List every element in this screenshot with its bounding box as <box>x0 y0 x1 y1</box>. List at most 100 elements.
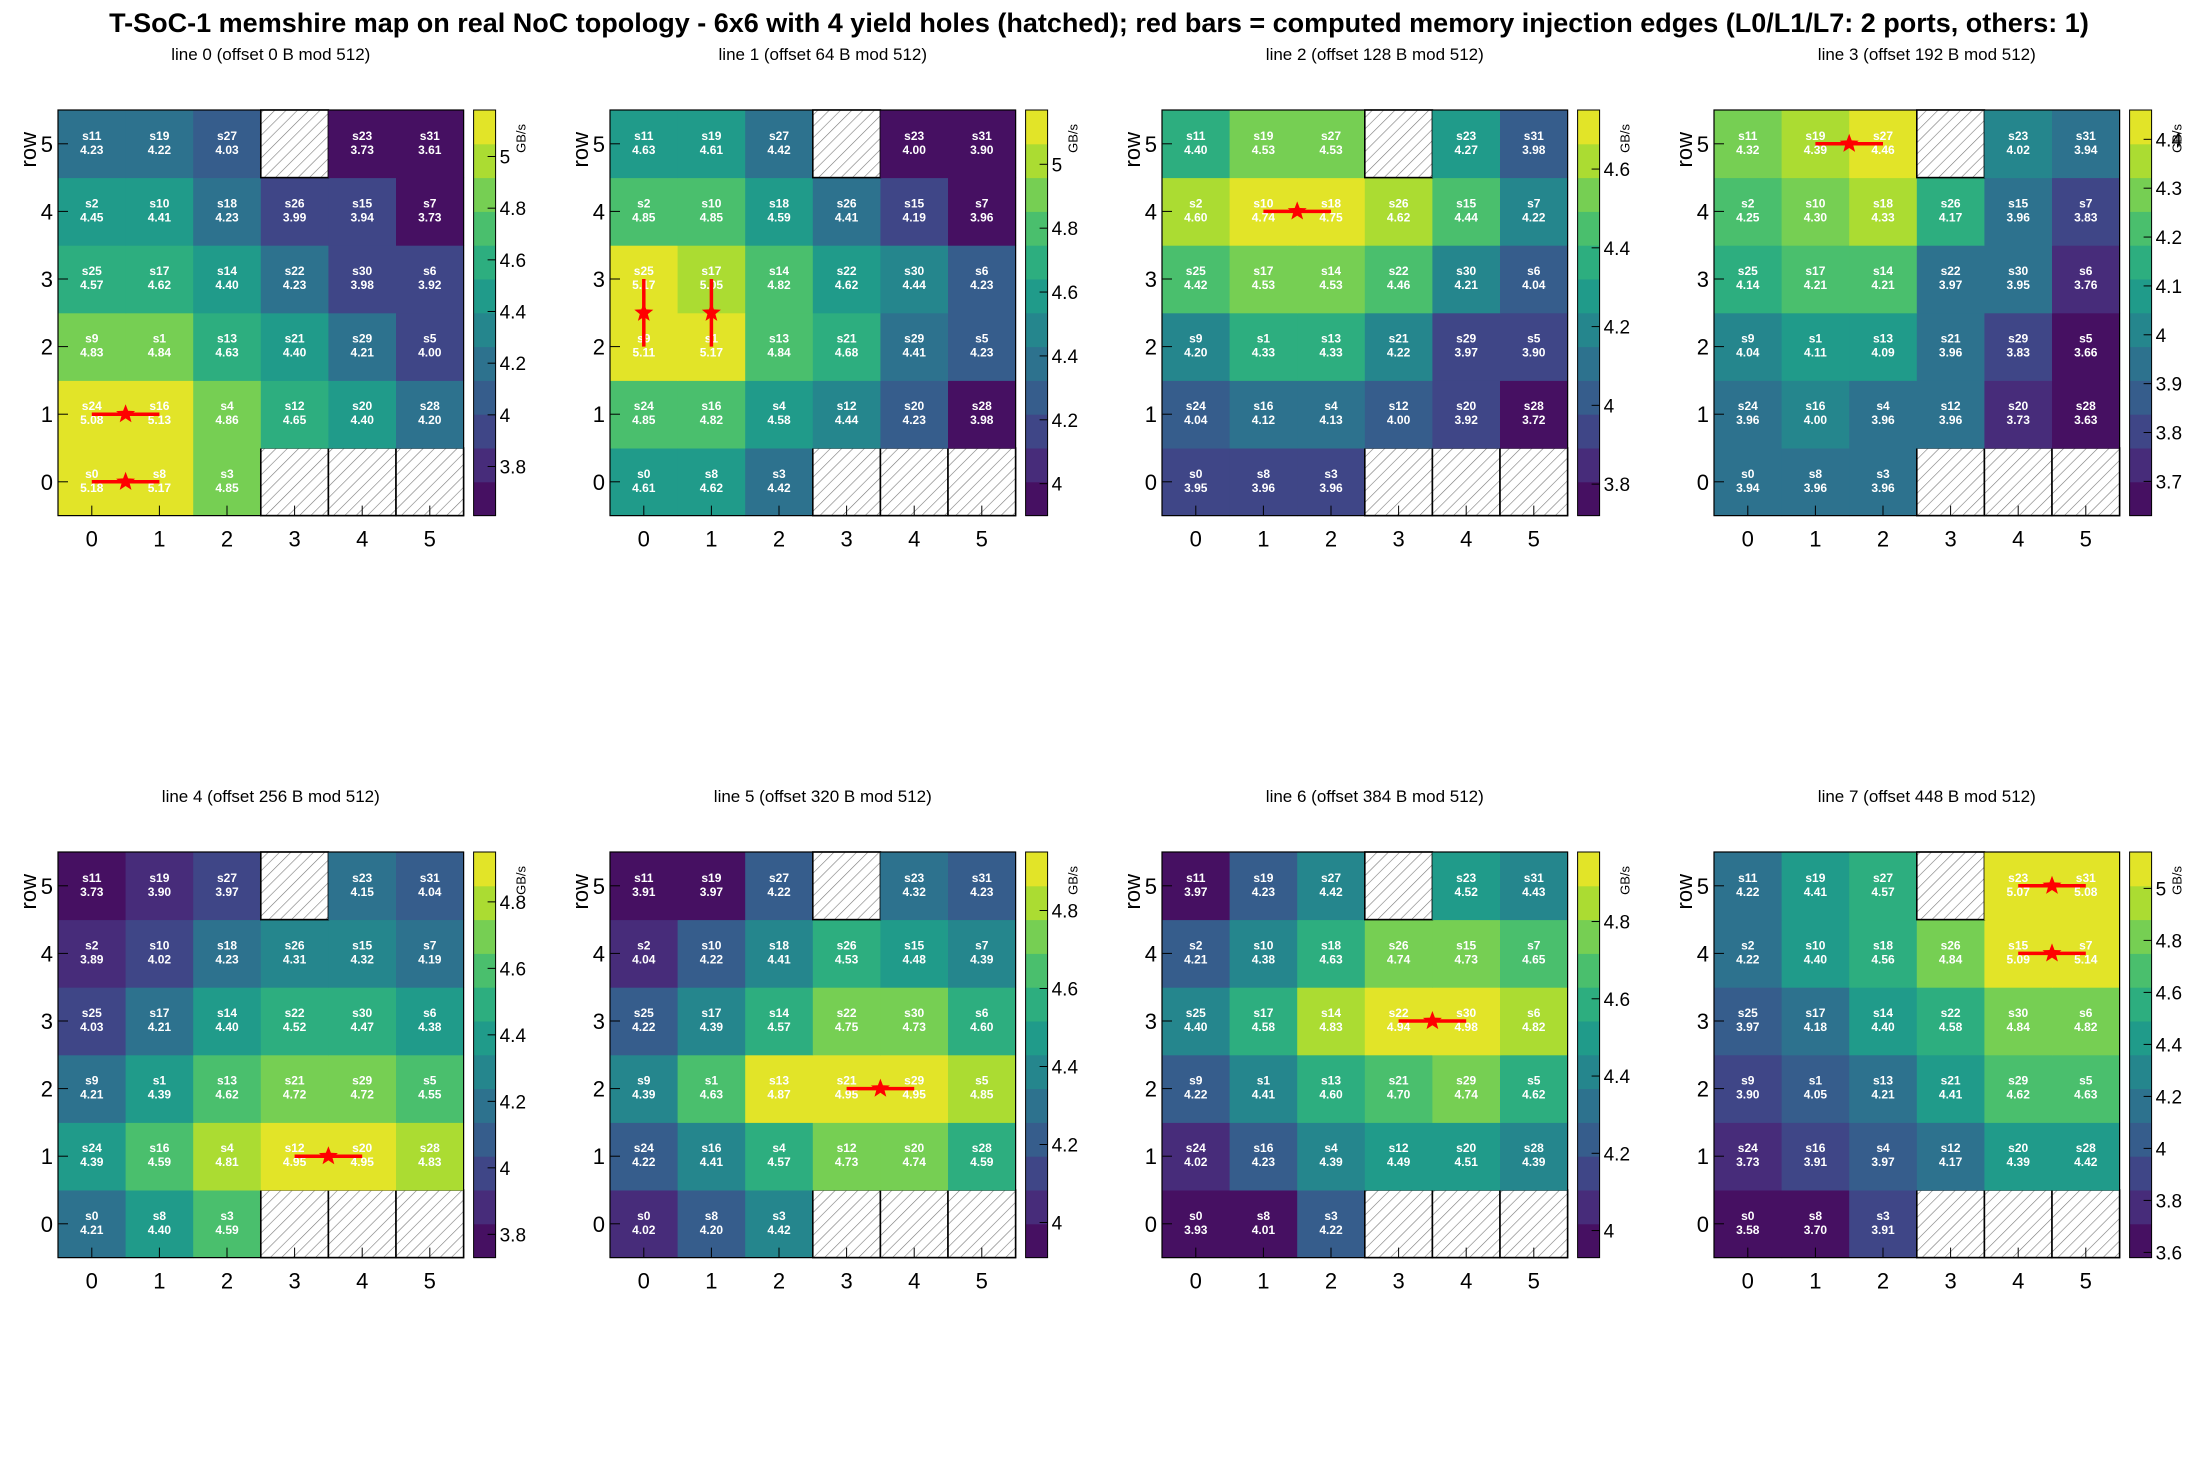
cell-id-label: s12 <box>837 1141 857 1155</box>
heatmap-cell <box>1984 1122 2053 1191</box>
cell-id-label: s11 <box>634 871 654 885</box>
cell-value-label: 4.60 <box>1319 1088 1343 1102</box>
x-tick-label: 2 <box>221 1269 233 1294</box>
cell-id-label: s27 <box>1873 871 1893 885</box>
colorbar-tick-label: 4.6 <box>1604 160 1630 181</box>
cell-id-label: s19 <box>149 871 169 885</box>
yield-hole <box>811 1189 882 1259</box>
cell-value-label: 4.38 <box>1252 952 1276 966</box>
cell-value-label: 4.98 <box>1455 1020 1479 1034</box>
cell-id-label: s20 <box>1456 1141 1476 1155</box>
colorbar-tick-label: 4.4 <box>1052 347 1079 368</box>
cell-value-label: 4.42 <box>2074 1155 2098 1169</box>
heatmap-cell <box>1500 852 1569 921</box>
cell-id-label: s11 <box>1186 871 1206 885</box>
cell-value-label: 4.84 <box>1939 952 1963 966</box>
heatmap-cell <box>125 1054 194 1123</box>
y-tick-label: 3 <box>593 1009 605 1034</box>
x-tick-label: 4 <box>356 527 368 552</box>
colorbar-band <box>473 1190 496 1225</box>
cell-value-label: 4.73 <box>903 1020 927 1034</box>
heatmap-cell <box>1916 380 1985 449</box>
y-tick-label: 2 <box>41 335 53 360</box>
heatmap-cell <box>1297 1122 1366 1191</box>
cell-id-label: s9 <box>85 1074 99 1088</box>
cell-id-label: s5 <box>423 1074 437 1088</box>
x-tick-label: 5 <box>424 527 436 552</box>
cell-id-label: s1 <box>1809 1074 1823 1088</box>
yield-hole <box>947 447 1017 517</box>
heatmap-cell <box>1297 110 1366 179</box>
cell-id-label: s2 <box>85 196 99 210</box>
colorbar-band <box>1025 885 1048 921</box>
colorbar-band <box>2129 279 2152 314</box>
y-tick-label: 4 <box>1697 941 1709 966</box>
cell-id-label: s17 <box>701 264 721 278</box>
heatmap-cell <box>1364 380 1433 449</box>
cell-value-label: 4.57 <box>767 1020 791 1034</box>
cell-value-label: 5.11 <box>632 346 655 360</box>
yield-hole <box>2051 1189 2121 1259</box>
colorbar-band <box>1025 380 1048 415</box>
cell-id-label: s27 <box>769 871 789 885</box>
heatmap-cell <box>328 380 397 449</box>
cell-id-label: s0 <box>1741 467 1755 481</box>
heatmap-cell <box>812 245 881 314</box>
y-tick-label: 3 <box>1697 267 1709 292</box>
cell-id-label: s6 <box>423 1006 437 1020</box>
cell-id-label: s4 <box>1876 1141 1890 1155</box>
plot-frame <box>609 851 1017 1259</box>
cell-id-label: s8 <box>1809 1209 1823 1223</box>
heatmap-cell <box>1297 312 1366 381</box>
cell-value-label: 3.97 <box>700 885 724 899</box>
colorbar-tick-label: 4.4 <box>1604 1067 1631 1088</box>
cell-value-label: 4.21 <box>351 346 375 360</box>
cell-id-label: s24 <box>1738 399 1758 413</box>
cell-value-label: 4.94 <box>1387 1020 1411 1034</box>
cell-id-label: s13 <box>1873 332 1893 346</box>
cell-value-label: 3.61 <box>418 143 442 157</box>
colorbar-tick-label: 4 <box>1052 475 1063 496</box>
cell-value-label: 4.22 <box>767 885 791 899</box>
cell-id-label: s7 <box>1527 196 1541 210</box>
x-tick-label: 1 <box>153 527 165 552</box>
heatmap-cell <box>1781 448 1850 517</box>
cell-value-label: 4.33 <box>1319 346 1343 360</box>
cell-id-label: s18 <box>1873 196 1893 210</box>
cell-value-label: 4.41 <box>767 952 791 966</box>
panel-title: line 6 (offset 384 B mod 512) <box>1266 787 1484 806</box>
injection-edge-marker <box>116 471 136 490</box>
x-tick-label: 4 <box>908 1269 920 1294</box>
heatmap-cell <box>1714 1122 1783 1191</box>
cell-value-label: 4.00 <box>1387 413 1411 427</box>
injection-edge-marker <box>870 1078 890 1097</box>
cell-id-label: s30 <box>352 1006 372 1020</box>
cell-value-label: 3.63 <box>2074 413 2098 427</box>
cell-value-label: 4.22 <box>632 1020 656 1034</box>
cell-id-label: s0 <box>1741 1209 1755 1223</box>
cell-value-label: 3.96 <box>1871 481 1895 495</box>
y-tick-label: 0 <box>593 1212 605 1237</box>
cell-value-label: 4.41 <box>1939 1088 1963 1102</box>
cell-value-label: 3.72 <box>1522 413 1546 427</box>
cell-value-label: 3.73 <box>80 885 104 899</box>
y-tick-label: 4 <box>593 941 605 966</box>
cell-id-label: s6 <box>2079 1006 2093 1020</box>
cell-value-label: 3.95 <box>2007 278 2031 292</box>
cell-value-label: 4.19 <box>418 952 442 966</box>
cell-id-label: s30 <box>904 264 924 278</box>
x-tick-label: 5 <box>1528 1269 1540 1294</box>
cell-value-label: 4.22 <box>1522 210 1546 224</box>
heatmap-cell <box>812 312 881 381</box>
cell-value-label: 5.08 <box>80 413 104 427</box>
colorbar-band <box>1025 1054 1048 1090</box>
cell-id-label: s2 <box>1741 196 1755 210</box>
colorbar-tick-label: 3.8 <box>500 1225 526 1246</box>
cell-id-label: s10 <box>149 938 169 952</box>
cell-value-label: 3.97 <box>1939 278 1963 292</box>
heatmap-cell <box>125 852 194 921</box>
cell-id-label: s10 <box>1805 938 1825 952</box>
heatmap-cell <box>1984 245 2053 314</box>
plot-frame <box>1161 109 1569 517</box>
